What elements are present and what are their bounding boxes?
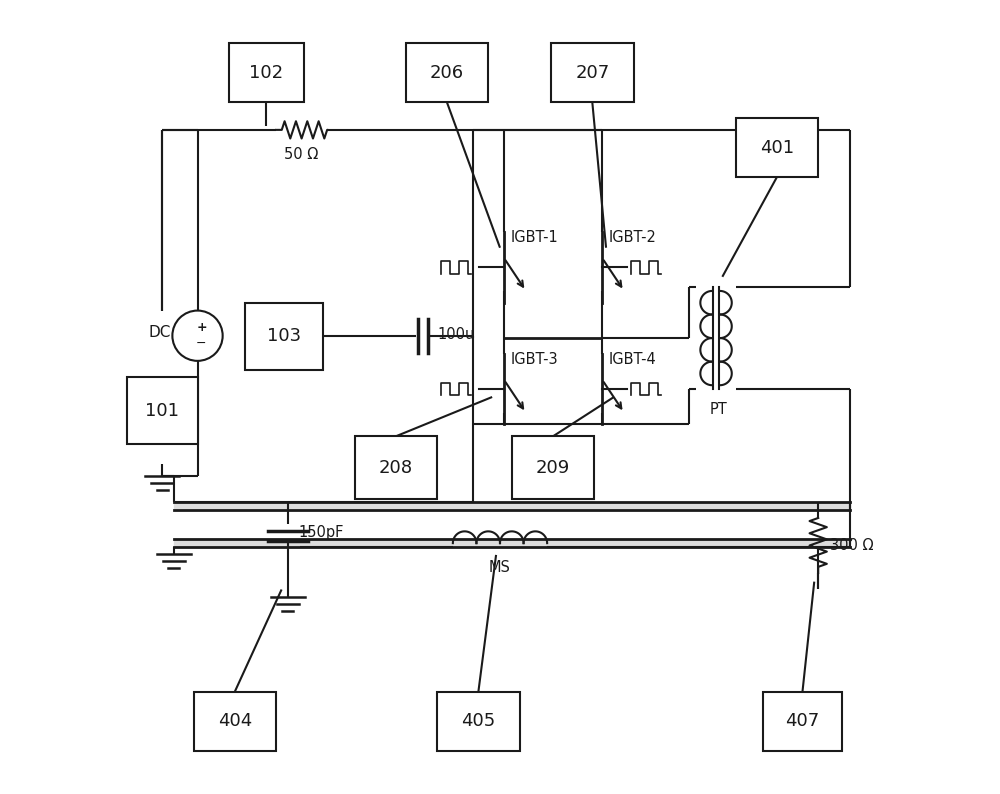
Text: 407: 407 bbox=[785, 712, 820, 730]
Bar bbox=[245, 303, 323, 369]
Bar bbox=[127, 377, 198, 444]
Text: MS: MS bbox=[489, 561, 511, 576]
Text: −: − bbox=[196, 337, 207, 350]
Text: 209: 209 bbox=[536, 459, 570, 476]
Text: IGBT-4: IGBT-4 bbox=[608, 352, 656, 367]
Bar bbox=[512, 436, 594, 499]
Text: IGBT-1: IGBT-1 bbox=[510, 230, 558, 245]
Text: 101: 101 bbox=[145, 402, 179, 420]
Text: DC: DC bbox=[149, 325, 171, 340]
Bar bbox=[551, 44, 634, 102]
Bar bbox=[437, 692, 520, 750]
Text: 207: 207 bbox=[575, 64, 609, 82]
Text: 102: 102 bbox=[249, 64, 283, 82]
Text: 405: 405 bbox=[461, 712, 496, 730]
Bar bbox=[763, 692, 842, 750]
Text: 206: 206 bbox=[430, 64, 464, 82]
Bar bbox=[406, 44, 488, 102]
Bar bbox=[736, 118, 818, 177]
Text: 150pF: 150pF bbox=[298, 525, 343, 540]
Text: 103: 103 bbox=[267, 327, 301, 345]
Text: 208: 208 bbox=[379, 459, 413, 476]
Bar bbox=[194, 692, 276, 750]
Text: 401: 401 bbox=[760, 138, 794, 156]
Text: 100u: 100u bbox=[437, 327, 475, 342]
Bar bbox=[229, 44, 304, 102]
Bar bbox=[355, 436, 437, 499]
Text: 404: 404 bbox=[218, 712, 252, 730]
Text: IGBT-3: IGBT-3 bbox=[510, 352, 558, 367]
Text: +: + bbox=[196, 322, 207, 334]
Text: PT: PT bbox=[710, 403, 727, 418]
Text: 300 Ω: 300 Ω bbox=[830, 538, 873, 553]
Text: IGBT-2: IGBT-2 bbox=[608, 230, 656, 245]
Text: 50 Ω: 50 Ω bbox=[284, 147, 319, 162]
